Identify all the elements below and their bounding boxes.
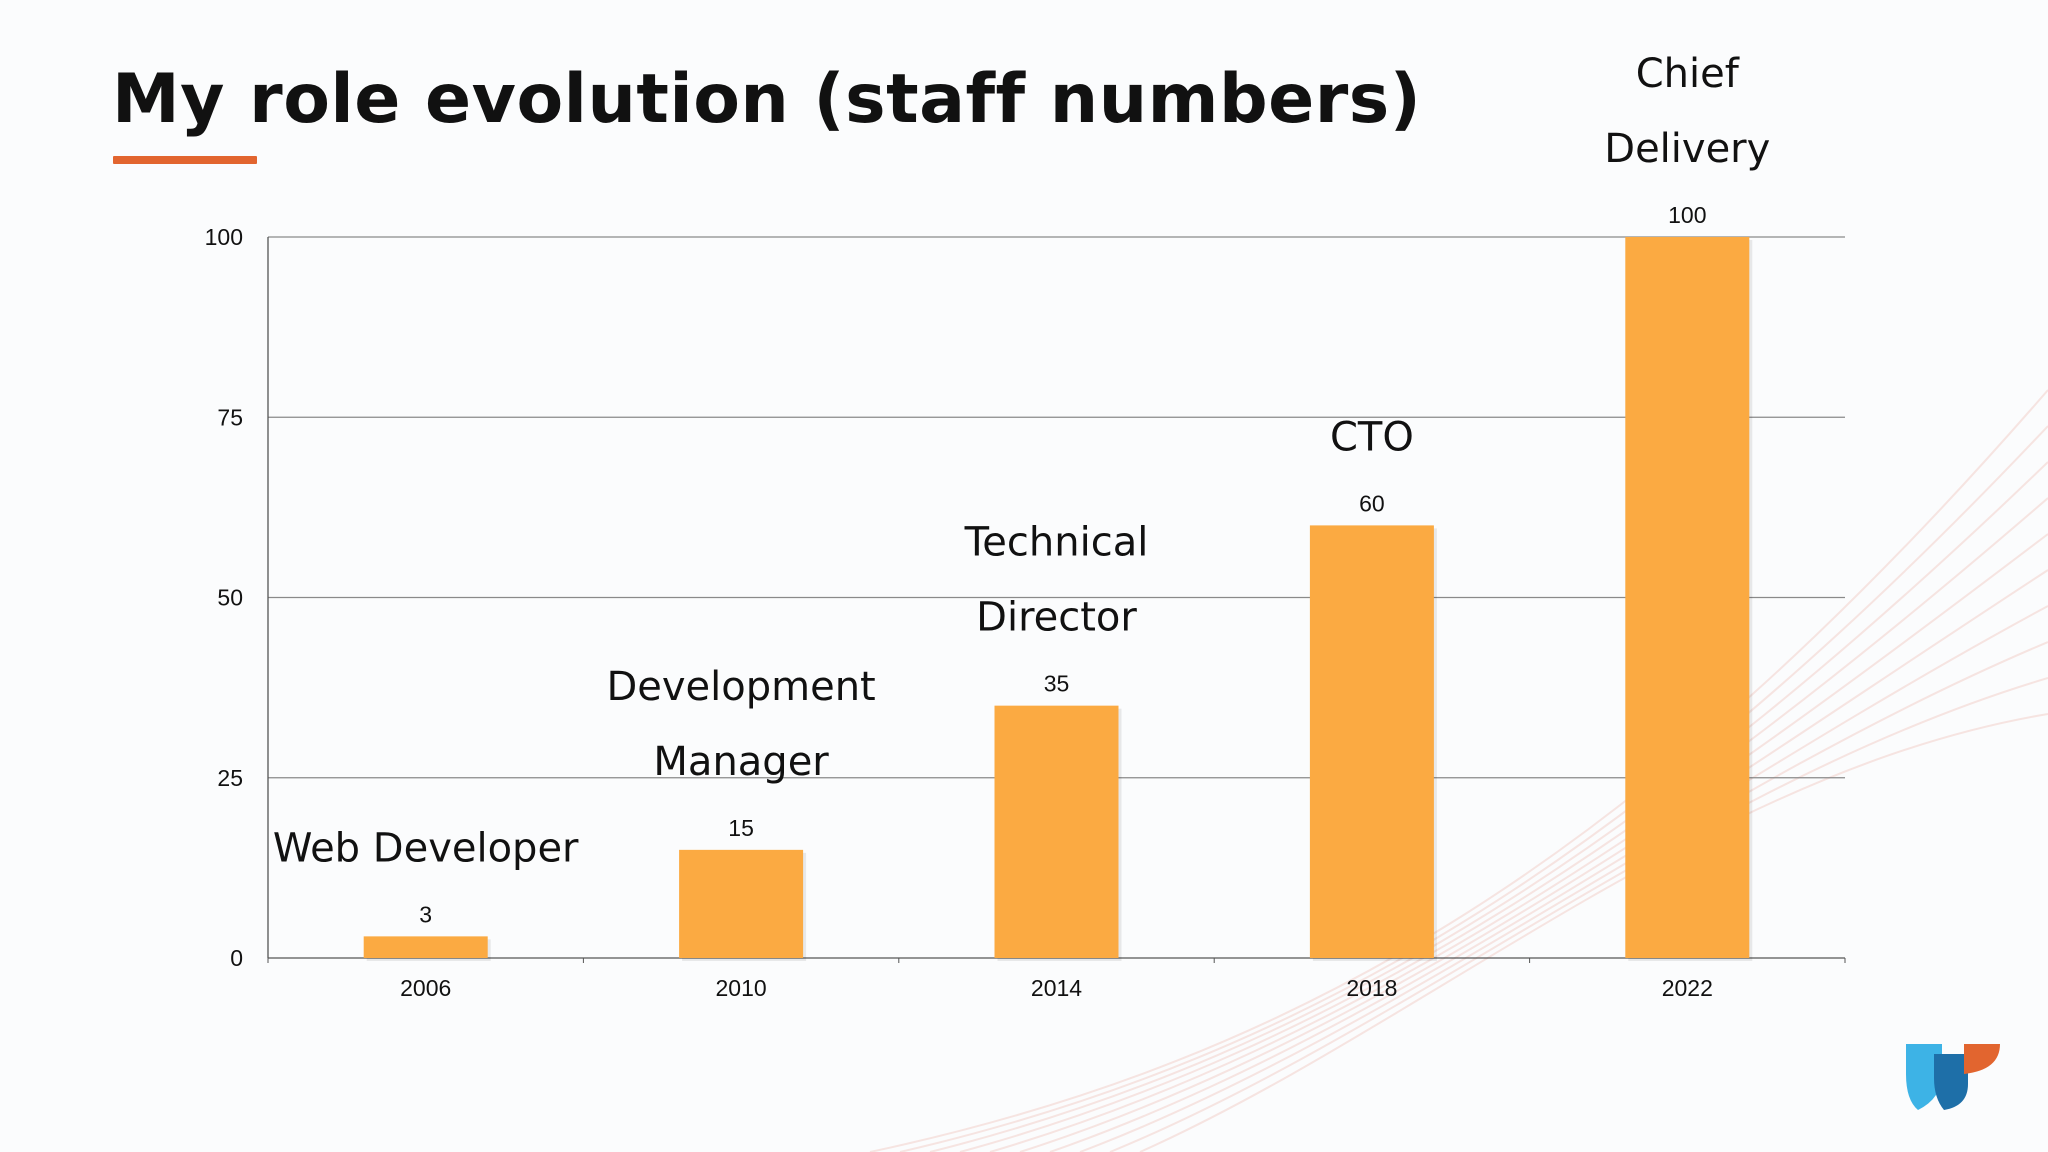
bar xyxy=(363,936,488,958)
y-tick-label: 100 xyxy=(205,224,243,250)
bar xyxy=(1309,525,1434,958)
role-annotation: Web Developer xyxy=(273,825,579,871)
company-logo-icon xyxy=(1906,1044,2000,1110)
x-tick-label: 2018 xyxy=(1346,975,1397,1001)
x-tick-label: 2006 xyxy=(400,975,451,1001)
decorative-curve xyxy=(989,533,2048,1152)
decorative-curve xyxy=(899,425,2048,1152)
role-annotation: Chief xyxy=(1636,51,1740,97)
x-tick-label: 2014 xyxy=(1031,975,1082,1001)
slide-title: My role evolution (staff numbers) xyxy=(112,60,1422,139)
y-tick-label: 50 xyxy=(217,585,243,611)
decorative-curve xyxy=(869,389,2048,1152)
bar xyxy=(1625,237,1750,958)
role-annotation: CTO xyxy=(1330,414,1414,460)
y-tick-label: 25 xyxy=(217,765,243,791)
role-annotation: Director xyxy=(976,595,1137,641)
data-label: 100 xyxy=(1668,202,1706,228)
decorative-curve xyxy=(1019,569,2048,1152)
data-label: 60 xyxy=(1359,490,1385,516)
role-annotation: Technical xyxy=(964,520,1149,566)
decorative-curve xyxy=(1079,641,2048,1152)
y-tick-label: 75 xyxy=(217,404,243,430)
bar xyxy=(679,849,804,958)
decorative-curve xyxy=(1109,677,2048,1152)
data-label: 15 xyxy=(728,815,754,841)
decorative-curve xyxy=(1139,713,2048,1152)
decorative-curve xyxy=(1049,605,2048,1152)
role-annotation: Manager xyxy=(653,739,829,785)
bar xyxy=(994,705,1119,958)
data-label: 3 xyxy=(419,901,432,927)
decorative-curve xyxy=(929,461,2048,1152)
y-tick-label: 0 xyxy=(230,945,243,971)
role-annotation: Delivery xyxy=(1604,126,1770,172)
title-underline xyxy=(113,156,257,164)
x-tick-label: 2010 xyxy=(716,975,767,1001)
role-annotation: Development xyxy=(606,664,875,710)
x-tick-label: 2022 xyxy=(1662,975,1713,1001)
data-label: 35 xyxy=(1044,671,1070,697)
decorative-curve xyxy=(959,497,2048,1152)
